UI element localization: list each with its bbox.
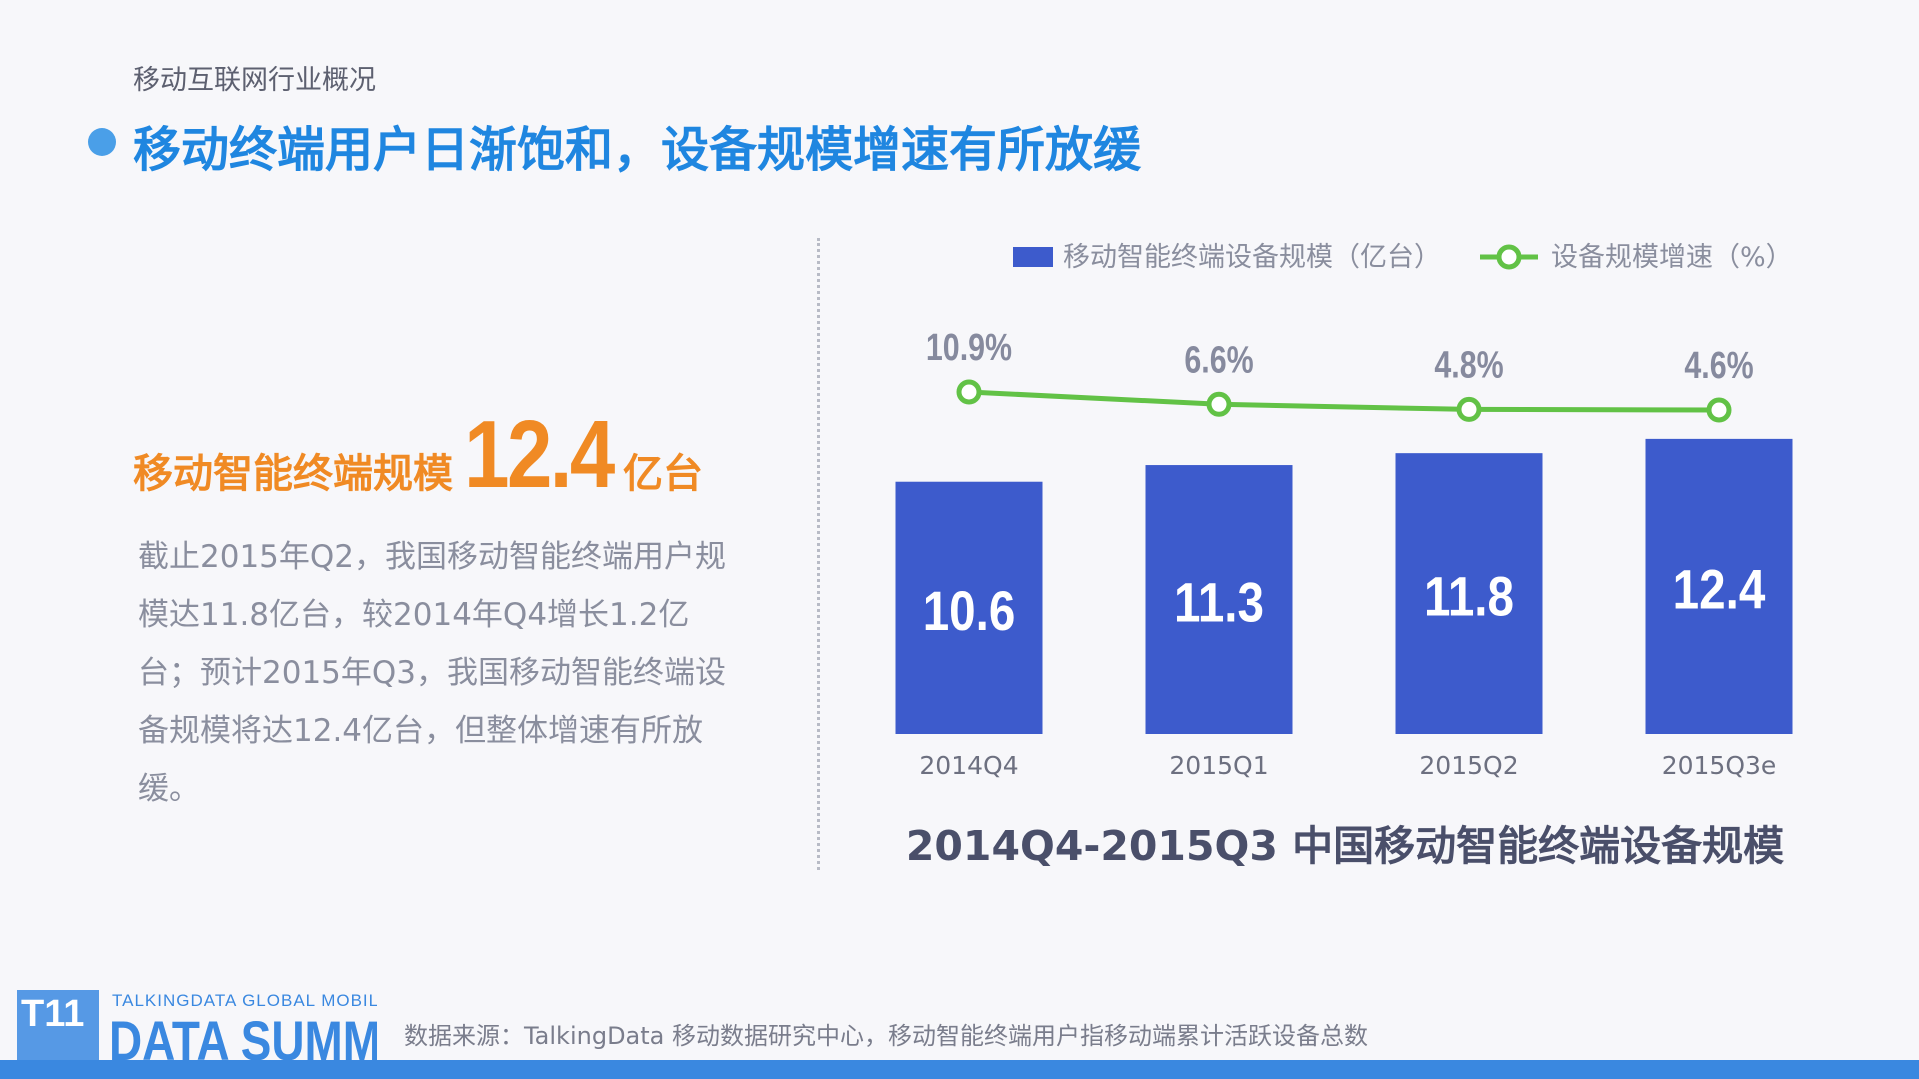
x-tick-label: 2015Q2: [1419, 751, 1518, 780]
dotted-divider: [817, 238, 820, 870]
x-tick-label: 2015Q1: [1169, 751, 1268, 780]
data-source-note: 数据来源：TalkingData 移动数据研究中心，移动智能终端用户指移动端累计…: [404, 1022, 1369, 1050]
talkingdata-logo: T11 TALKINGDATA GLOBAL MOBILE DATA SUMMI…: [17, 986, 422, 1072]
growth-label: 4.8%: [1434, 344, 1503, 386]
bar-value-label: 10.6: [923, 580, 1016, 642]
description-text: 截止2015年Q2，我国移动智能终端用户规模达11.8亿台，较2014年Q4增长…: [138, 539, 727, 807]
bar-value-label: 11.8: [1424, 566, 1514, 628]
bar: [1645, 438, 1793, 734]
growth-point: [956, 379, 982, 405]
svg-text:T11: T11: [21, 993, 84, 1035]
x-tick-label: 2015Q3e: [1662, 751, 1777, 780]
growth-label: 4.6%: [1684, 345, 1753, 387]
svg-text:DATA SUMMIT: DATA SUMMIT: [109, 1010, 377, 1062]
legend: 移动智能终端设备规模（亿台） 设备规模增速（%）: [1013, 242, 1793, 273]
kpi-label: 移动智能终端规模: [133, 451, 453, 497]
bar: [1395, 453, 1543, 734]
legend-bar-swatch-icon: [1013, 247, 1053, 267]
bar: [895, 481, 1043, 734]
growth-line: [968, 389, 1720, 413]
title-bullet-icon: [88, 128, 116, 156]
x-tick-label: 2014Q4: [919, 751, 1018, 780]
legend-line-label: 设备规模增速（%）: [1551, 242, 1793, 273]
svg-text:TALKINGDATA GLOBAL MOBILE: TALKINGDATA GLOBAL MOBILE: [112, 991, 377, 1010]
kpi-unit: 亿台: [623, 451, 703, 497]
section-subtitle: 移动互联网行业概况: [133, 65, 376, 96]
growth-label: 6.6%: [1184, 339, 1253, 381]
bar-value-label: 11.3: [1174, 572, 1264, 634]
legend-bar-label: 移动智能终端设备规模（亿台）: [1063, 242, 1441, 273]
kpi-highlight: 移动智能终端规模 12.4 亿台: [133, 400, 703, 510]
growth-point: [1206, 391, 1232, 417]
page-title: 移动终端用户日渐饱和，设备规模增速有所放缓: [133, 122, 1142, 178]
bar: [1145, 465, 1293, 734]
growth-label: 10.9%: [926, 327, 1012, 369]
legend-line-marker-icon: [1496, 244, 1522, 270]
chart-title: 2014Q4-2015Q3 中国移动智能终端设备规模: [906, 822, 1784, 870]
footer-band: [0, 1060, 1919, 1079]
growth-point: [1706, 397, 1732, 423]
kpi-value: 12.4: [463, 401, 615, 508]
bar-value-label: 12.4: [1673, 559, 1766, 621]
growth-point: [1456, 396, 1482, 422]
